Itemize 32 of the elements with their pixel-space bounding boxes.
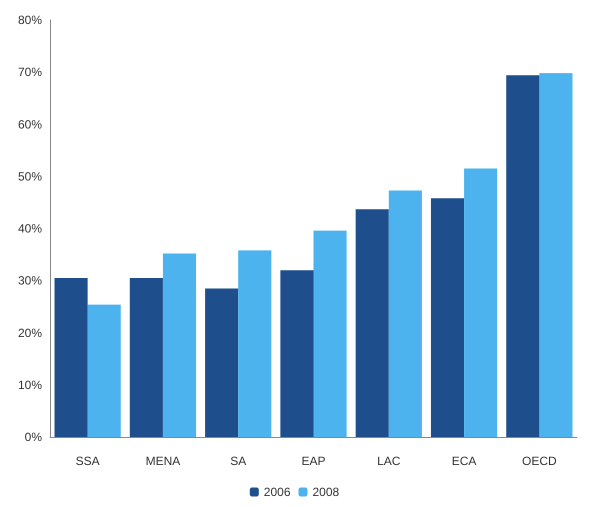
bar xyxy=(205,288,238,437)
y-tick-label: 10% xyxy=(18,378,42,392)
x-tick-label: SSA xyxy=(76,454,100,468)
bar xyxy=(539,73,572,437)
x-tick-label: EAP xyxy=(301,454,326,468)
bar xyxy=(238,250,272,437)
bar xyxy=(162,254,196,437)
bar xyxy=(356,209,389,437)
y-tick-label: 0% xyxy=(24,430,42,444)
y-tick-label: 40% xyxy=(18,222,42,236)
bar xyxy=(388,190,422,437)
legend-label: 2008 xyxy=(312,485,340,499)
x-tick-label: SA xyxy=(230,454,246,468)
bar xyxy=(430,198,464,437)
bar xyxy=(506,75,540,437)
bar xyxy=(54,278,88,437)
y-tick-label: 50% xyxy=(18,169,42,184)
y-tick-label: 60% xyxy=(18,117,42,132)
bar xyxy=(464,168,498,437)
x-tick-label: MENA xyxy=(146,454,180,468)
x-tick-label: LAC xyxy=(377,454,401,468)
y-tick-label: 30% xyxy=(18,274,42,288)
legend-label: 2006 xyxy=(264,485,291,499)
y-tick-label: 20% xyxy=(18,326,42,340)
x-tick-label: OECD xyxy=(522,454,558,468)
y-tick-label: 80% xyxy=(18,13,42,27)
bar xyxy=(314,230,347,437)
x-tick-label: ECA xyxy=(452,454,476,468)
bar xyxy=(88,304,121,437)
y-tick-label: 70% xyxy=(18,65,42,80)
bar xyxy=(130,278,163,437)
bar xyxy=(280,270,314,437)
